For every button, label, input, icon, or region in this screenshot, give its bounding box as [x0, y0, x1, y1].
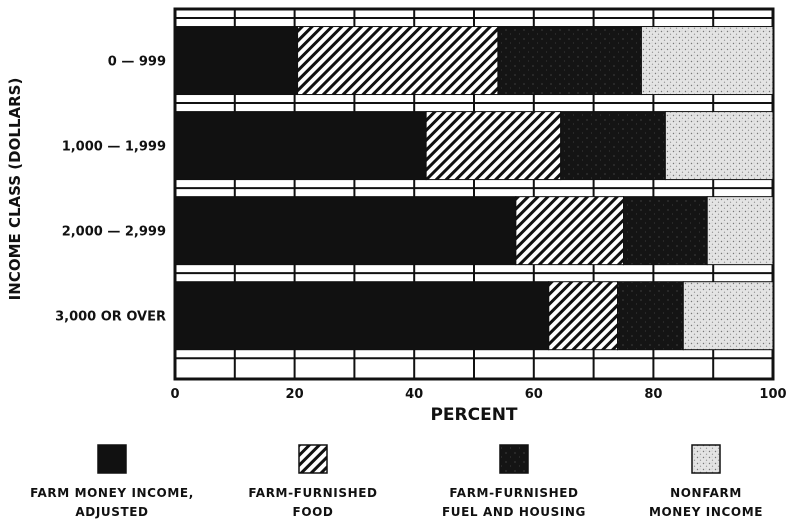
- y-tick-label: 2,000 — 2,999: [62, 225, 166, 240]
- x-tick-label: 80: [644, 387, 662, 402]
- y-tick-label: 3,000 OR OVER: [55, 310, 166, 325]
- legend-label: NONFARM: [670, 486, 742, 500]
- bar-segment-4-row-1: [640, 26, 774, 96]
- bars-group: [174, 26, 774, 351]
- x-tick-label: 0: [170, 387, 179, 402]
- legend-swatch: [691, 444, 721, 474]
- bar-segment-1-row-1: [174, 26, 299, 96]
- legend-swatch: [499, 444, 529, 474]
- bar-segment-2-row-2: [425, 111, 562, 181]
- bar-segment-3-row-1: [497, 26, 642, 96]
- y-tick-label: 0 — 999: [108, 55, 166, 70]
- legend-swatch: [97, 444, 127, 474]
- bar-segment-1-row-3: [174, 196, 517, 266]
- legend-swatch: [298, 444, 328, 474]
- x-tick-labels: 0 20 40 60 80 100: [170, 387, 786, 402]
- x-tick-label: 100: [759, 387, 786, 402]
- legend-label: FARM-FURNISHED: [449, 486, 578, 500]
- legend-label: FARM MONEY INCOME,: [30, 486, 194, 500]
- x-axis-title: PERCENT: [430, 405, 517, 425]
- legend-label: ADJUSTED: [75, 505, 148, 519]
- legend-label: FOOD: [293, 505, 334, 519]
- bar-segment-4-row-4: [682, 281, 774, 351]
- y-tick-label: 1,000 — 1,999: [62, 140, 166, 155]
- y-tick-labels: 0 — 999 1,000 — 1,999 2,000 — 2,999 3,000 O…: [55, 55, 166, 325]
- bar-segment-2-row-1: [297, 26, 499, 96]
- bar-segment-3-row-3: [623, 196, 708, 266]
- bar-segment-4-row-3: [706, 196, 774, 266]
- legend-label: FARM-FURNISHED: [248, 486, 377, 500]
- x-tick-label: 40: [405, 387, 423, 402]
- bar-segment-4-row-2: [664, 111, 774, 181]
- bar-segment-3-row-2: [560, 111, 666, 181]
- x-tick-label: 20: [286, 387, 304, 402]
- legend-label: FUEL AND HOUSING: [442, 505, 586, 519]
- bar-segment-1-row-4: [174, 281, 550, 351]
- bar-segment-1-row-2: [174, 111, 427, 181]
- legend-label: MONEY INCOME: [649, 505, 763, 519]
- y-axis-title: INCOME CLASS (DOLLARS): [6, 78, 24, 301]
- x-tick-label: 60: [525, 387, 543, 402]
- bar-segment-3-row-4: [617, 281, 684, 351]
- bar-segment-2-row-3: [515, 196, 624, 266]
- bar-segment-2-row-4: [548, 281, 619, 351]
- legend: FARM MONEY INCOME, ADJUSTED FARM-FURNISHED…: [30, 444, 763, 519]
